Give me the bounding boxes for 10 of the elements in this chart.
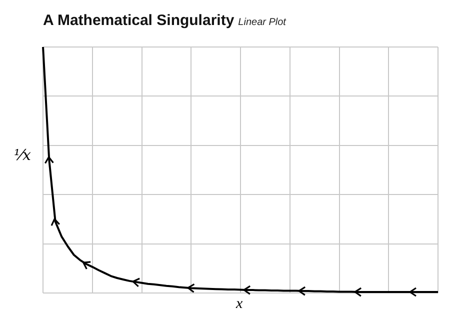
point (82, 261, 92, 270)
point (187, 283, 196, 294)
chart-subtitle: Linear Plot (238, 17, 286, 28)
chart-title: A Mathematical Singularity (43, 12, 234, 29)
point (410, 287, 418, 297)
point (132, 278, 140, 288)
point (44, 156, 54, 164)
point (51, 218, 61, 226)
y-axis-title: ¹⁄x (14, 146, 31, 164)
x-axis-title: x (236, 296, 243, 313)
